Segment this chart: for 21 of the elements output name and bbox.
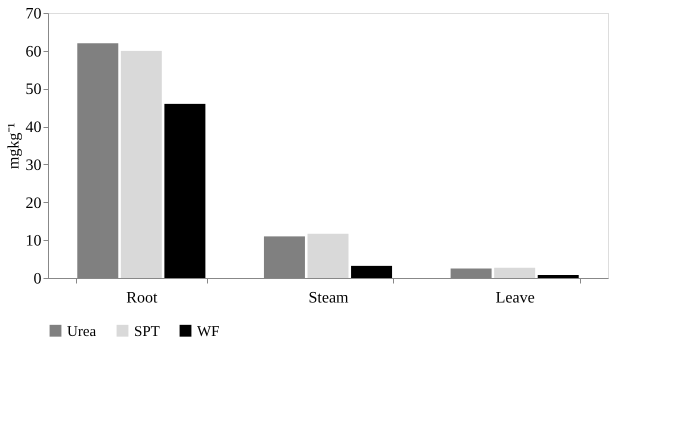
bar	[164, 104, 206, 278]
bar	[308, 234, 348, 278]
y-tick-label: 40	[26, 119, 42, 136]
x-tick-label: Root	[126, 290, 158, 306]
y-tick-label: 60	[26, 43, 42, 60]
legend-label: WF	[197, 324, 220, 340]
y-tick-label: 20	[26, 194, 42, 212]
x-tick-label: Leave	[496, 290, 535, 306]
bar	[494, 268, 536, 278]
bar	[120, 50, 162, 278]
y-tick-label: 70	[26, 6, 42, 22]
y-tick-label: 50	[26, 81, 42, 98]
legend-label: Urea	[67, 324, 96, 340]
y-tick-label: 0	[34, 270, 42, 288]
legend-label: SPT	[134, 324, 160, 340]
bar	[538, 274, 579, 278]
y-tick-label: 30	[26, 156, 42, 174]
y-axis-title: mgkg⁻¹	[6, 122, 22, 170]
x-tick-label: Steam	[308, 290, 350, 306]
bar	[351, 266, 392, 278]
y-tick-label: 10	[26, 232, 42, 250]
